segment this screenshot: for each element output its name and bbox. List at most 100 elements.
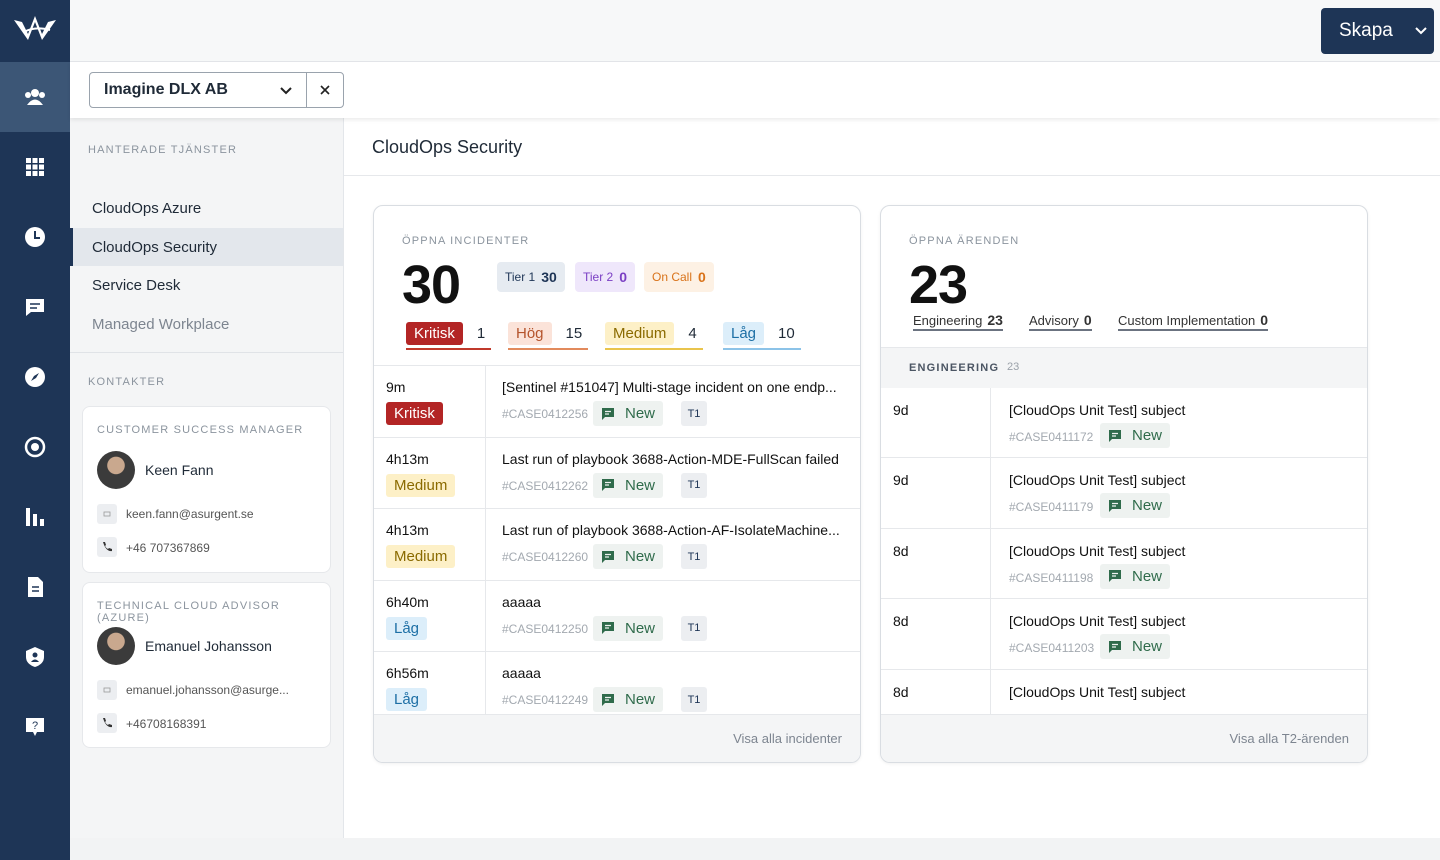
case-age: 8d	[893, 542, 909, 559]
chevron	[1415, 27, 1427, 35]
service-link[interactable]: Service Desk	[92, 277, 181, 294]
svg-text:?: ?	[32, 720, 38, 732]
nav-item[interactable]	[0, 482, 70, 552]
priority-filter[interactable]: Hög 15	[508, 316, 589, 350]
nav-item[interactable]	[0, 202, 70, 272]
incident-row[interactable]: 9m Kritisk [Sentinel #151047] Multi-stage …	[374, 366, 860, 438]
phone-icon	[97, 713, 117, 733]
tier-label: Tier 1	[505, 270, 536, 284]
nav-icon	[26, 647, 44, 667]
priority-filter[interactable]: Medium 4	[605, 316, 703, 350]
case-row[interactable]: 8d [CloudOps Unit Test] subject	[881, 669, 1367, 714]
service-link[interactable]: Managed Workplace	[92, 315, 230, 333]
status-chip: New	[1100, 563, 1171, 589]
row-left	[881, 599, 991, 669]
case-title: [CloudOps Unit Test] subject	[1009, 683, 1186, 700]
cases-total: 23	[909, 255, 968, 315]
row-left	[881, 669, 991, 714]
status-chip: New	[593, 615, 664, 641]
incident-title: [Sentinel #151047] Multi-stage incident …	[502, 379, 837, 395]
priority-underline	[406, 348, 492, 350]
case-row[interactable]: 8d [CloudOps Unit Test] subject #CASE04112…	[881, 599, 1367, 670]
status-chip: New	[1100, 423, 1171, 448]
case-id: #CASE0411179	[1009, 500, 1094, 515]
incidents-link[interactable]: Visa alla incidenter	[374, 714, 860, 762]
customer-select[interactable]: Imagine DLX AB	[89, 72, 307, 108]
phone-glyph	[103, 542, 112, 552]
status-label: New	[1132, 427, 1163, 444]
incidents-total: 30	[402, 255, 461, 315]
category-label: Advisory	[1029, 313, 1079, 328]
tier-badge: T1	[681, 615, 707, 641]
status-icon	[1109, 499, 1121, 512]
category-filter[interactable]: Custom Implementation 0	[1118, 312, 1269, 331]
status-icon	[1109, 640, 1121, 653]
case-row[interactable]: 9d [CloudOps Unit Test] subject #CASE04111…	[881, 388, 1367, 459]
contact-email[interactable]: keen.fann@asurgent.se	[126, 507, 254, 521]
priority-underline	[723, 348, 801, 350]
status-icon	[1109, 570, 1121, 583]
group-count: 23	[1007, 361, 1020, 373]
status-icon	[602, 407, 614, 420]
contact-phone[interactable]: +46 707367869	[126, 541, 210, 555]
status-icon	[602, 550, 614, 563]
case-age: 9d	[893, 472, 909, 489]
case-age: 9d	[893, 402, 909, 418]
row-left	[881, 458, 991, 528]
category-count: 0	[1260, 312, 1269, 328]
category-filter[interactable]: Engineering 23	[913, 312, 1003, 331]
contact-card: TECHNICAL CLOUD ADVISOR (AZURE) Emanuel J…	[82, 582, 331, 748]
case-row[interactable]: 9d [CloudOps Unit Test] subject #CASE04111…	[881, 458, 1367, 529]
nav-item[interactable]	[0, 412, 70, 482]
priority-badge: Medium	[386, 545, 456, 569]
logo[interactable]	[0, 0, 70, 62]
top-bar	[70, 0, 1440, 62]
service-link[interactable]: CloudOps Azure	[92, 200, 202, 217]
cases-link[interactable]: Visa alla T2-ärenden	[881, 714, 1367, 762]
incident-row[interactable]: 4h13m Medium Last run of playbook 3688-Act…	[374, 509, 860, 581]
status-label: New	[625, 548, 656, 566]
status-label: New	[1132, 638, 1163, 656]
priority-filter[interactable]: Låg 10	[723, 316, 801, 350]
priority-filter[interactable]: Kritisk 1	[406, 316, 492, 350]
incident-row[interactable]: 6h40m Låg aaaaa #CASE0412250 New T1	[374, 580, 860, 653]
incident-row[interactable]: 4h13m Medium Last run of playbook 3688-Act…	[374, 437, 860, 510]
status-label: New	[625, 691, 656, 709]
avatar	[97, 451, 135, 489]
nav-item[interactable]	[0, 62, 70, 132]
case-id: #CASE0412249	[502, 693, 589, 708]
nav-item[interactable]	[0, 622, 70, 692]
bottom-bar	[70, 838, 1440, 860]
priority-underline	[508, 348, 589, 350]
nav-item[interactable]	[0, 552, 70, 622]
nav-item[interactable]	[0, 132, 70, 202]
case-title: [CloudOps Unit Test] subject	[1009, 472, 1186, 489]
category-filter[interactable]: Advisory 0	[1029, 312, 1092, 331]
category-label: Engineering	[913, 313, 983, 328]
nav-item[interactable]: ?	[0, 692, 70, 762]
nav-icon	[26, 299, 44, 316]
case-row[interactable]: 8d [CloudOps Unit Test] subject #CASE04111…	[881, 528, 1367, 600]
create-label: Skapa	[1339, 20, 1393, 41]
clear-button[interactable]	[306, 72, 344, 108]
mail-glyph	[103, 511, 111, 517]
priority-count: 15	[565, 324, 583, 342]
avatar	[97, 627, 135, 665]
row-left	[881, 528, 991, 599]
service-link[interactable]: CloudOps Security	[70, 227, 343, 266]
priority-label: Kritisk	[406, 321, 463, 345]
contact-email[interactable]: emanuel.johansson@asurge...	[126, 683, 289, 697]
divider	[344, 175, 1440, 176]
create-button[interactable]: Skapa	[1321, 8, 1434, 54]
nav-item[interactable]	[0, 272, 70, 342]
status-chip: New	[593, 472, 664, 498]
incident-row[interactable]: 6h56m Låg aaaaa #CASE0412249 New T1	[374, 652, 860, 714]
priority-underline	[605, 348, 703, 350]
sidebar: HANTERADE TJÄNSTER KONTAKTER CloudOps Az…	[70, 118, 344, 838]
contact-phone[interactable]: +46708168391	[126, 717, 207, 731]
nav-item[interactable]	[0, 342, 70, 412]
incident-age: 4h13m	[386, 522, 429, 539]
case-id: #CASE0411172	[1009, 430, 1094, 444]
nav-icon	[26, 508, 44, 526]
priority-label: Hög	[508, 321, 552, 345]
